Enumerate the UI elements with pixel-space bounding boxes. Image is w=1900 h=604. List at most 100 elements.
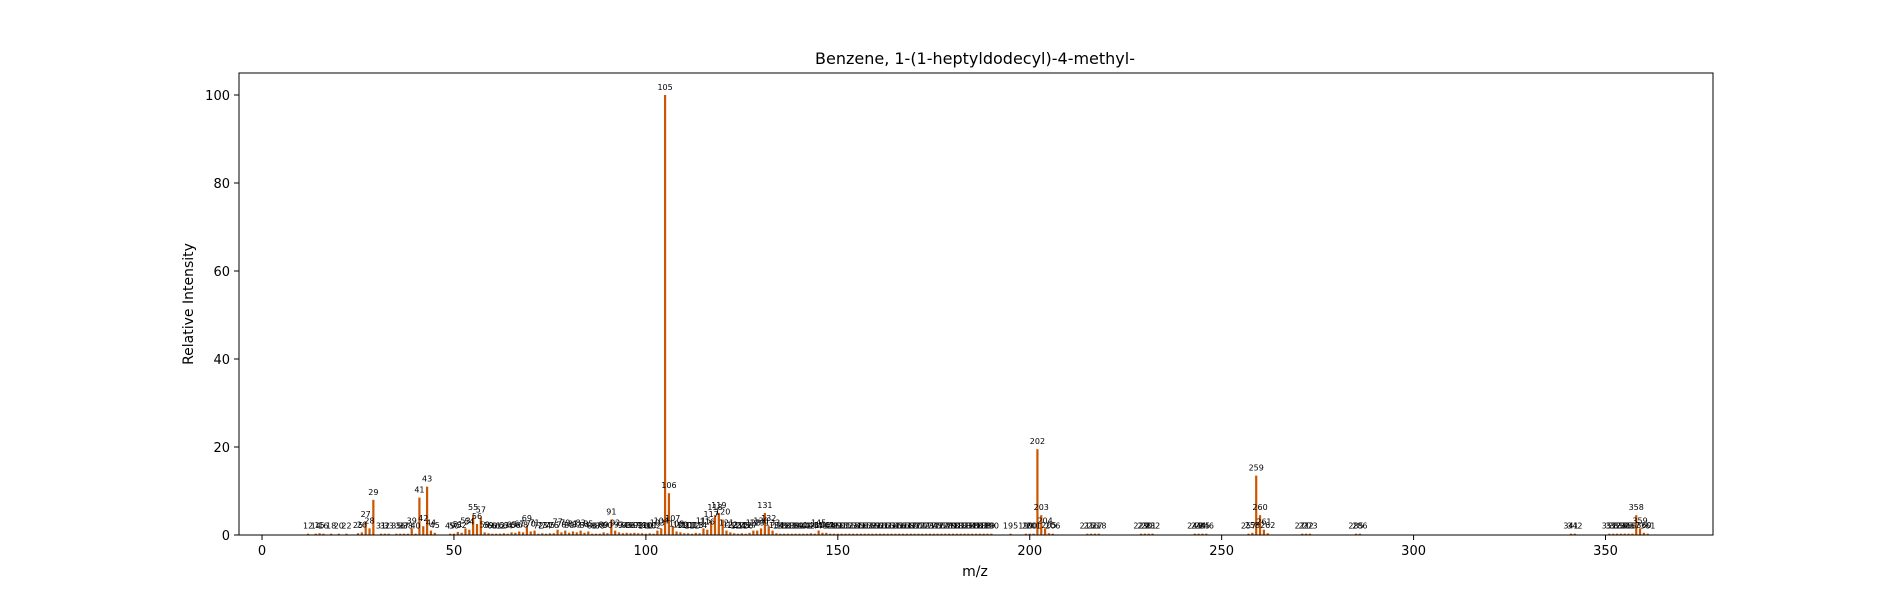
peak-label: 353 (1609, 522, 1624, 531)
peak-label: 68 (518, 520, 528, 529)
spectrum-bar (1642, 532, 1646, 535)
spectrum-bar (1623, 533, 1626, 535)
spectrum-bar (683, 533, 686, 535)
spectrum-bar (1266, 533, 1269, 535)
peak-label: 195 (1003, 522, 1018, 531)
spectrum-bar (364, 521, 367, 535)
peak-label: 126 (738, 522, 753, 531)
peak-label: 41 (414, 486, 424, 495)
peak-label: 341 (1563, 522, 1578, 531)
spectrum-bar (1197, 533, 1200, 535)
spectrum-bar (667, 493, 671, 535)
peak-label: 25 (353, 521, 363, 530)
peak-label: 257 (1241, 522, 1256, 531)
spectrum-bar (840, 533, 843, 535)
peak-label: 136 (776, 522, 791, 531)
spectrum-bar (472, 515, 475, 535)
peak-label: 153 (842, 522, 857, 531)
peak-label: 246 (1199, 522, 1214, 531)
spectrum-bar (844, 533, 847, 535)
spectrum-bar (1247, 533, 1250, 535)
spectrum-bar (729, 532, 732, 535)
peak-label: 86 (587, 522, 597, 531)
spectrum-bar (314, 533, 317, 535)
peak-label: 119 (711, 501, 726, 510)
spectrum-bar (959, 533, 962, 535)
spectrum-bar (322, 533, 325, 535)
spectrum-bar (1255, 475, 1258, 535)
spectrum-bar (955, 533, 958, 535)
peak-label: 81 (568, 519, 578, 528)
peak-label: 129 (750, 519, 765, 528)
spectrum-bar (656, 530, 659, 535)
spectrum-bar (360, 532, 363, 535)
peak-label: 200 (1022, 522, 1037, 531)
peak-label: 116 (700, 518, 715, 527)
peak-label: 59 (483, 521, 493, 530)
peak-label: 104 (654, 516, 669, 525)
spectrum-bar (936, 533, 939, 535)
spectrum-bar (917, 533, 920, 535)
x-tick-label: 300 (1401, 544, 1426, 559)
peak-label: 70 (526, 519, 536, 528)
peak-label: 112 (684, 522, 699, 531)
spectrum-bar (1305, 533, 1308, 535)
spectrum-bar (702, 528, 705, 535)
peak-label: 286 (1352, 522, 1367, 531)
peak-label: 354 (1613, 522, 1628, 531)
spectrum-bar (1258, 515, 1262, 535)
spectrum-bar (986, 533, 989, 535)
spectrum-bar (698, 533, 701, 535)
spectrum-bar (575, 532, 578, 535)
spectrum-bar (399, 533, 402, 535)
spectrum-bar (951, 533, 955, 535)
peak-label: 184 (961, 522, 976, 531)
spectrum-bar (617, 532, 621, 535)
x-tick-label: 150 (825, 544, 850, 559)
peak-label: 99 (637, 521, 647, 530)
spectrum-bar (418, 497, 421, 535)
peak-label: 114 (692, 521, 707, 530)
spectrum-bar (579, 530, 582, 535)
spectrum-bar (564, 530, 567, 535)
peak-label: 133 (765, 519, 780, 528)
peak-label: 110 (677, 521, 692, 530)
spectrum-bar (1638, 528, 1642, 535)
spectrum-bar (1358, 533, 1361, 535)
spectrum-bar (878, 533, 882, 535)
spectrum-bar (775, 533, 778, 535)
peak-label: 72 (533, 522, 543, 531)
peak-label: 91 (606, 508, 616, 517)
spectrum-bar (871, 533, 874, 535)
peak-label: 181 (949, 522, 964, 531)
spectrum-bar (886, 533, 889, 535)
spectrum-bar (794, 533, 797, 535)
peak-label: 159 (865, 522, 880, 531)
peak-label: 351 (1602, 522, 1617, 531)
spectrum-bar (913, 533, 916, 535)
spectrum-bar (921, 533, 924, 535)
x-axis-label: m/z (962, 564, 988, 580)
peak-label: 22 (341, 522, 351, 531)
spectrum-bar (1147, 533, 1150, 535)
y-tick-label: 0 (222, 529, 230, 544)
spectrum-bar (372, 499, 375, 535)
peak-label: 42 (418, 514, 428, 523)
spectrum-bar (510, 532, 513, 535)
spectrum-bar (598, 533, 601, 535)
spectrum-bar (982, 533, 985, 535)
peak-label: 49 (445, 522, 455, 531)
spectrum-bar (706, 529, 709, 535)
spectrum-bar (594, 533, 598, 535)
spectrum-bar (1051, 533, 1054, 535)
peak-label: 95 (622, 521, 632, 530)
peak-label: 359 (1632, 516, 1647, 525)
x-tick-label: 200 (1017, 544, 1042, 559)
peak-label: 52 (457, 521, 467, 530)
spectrum-bar (978, 533, 981, 535)
peak-label: 152 (838, 522, 853, 531)
spectrum-bar (318, 533, 321, 535)
peak-label: 140 (792, 522, 807, 531)
peak-label: 94 (618, 521, 628, 530)
